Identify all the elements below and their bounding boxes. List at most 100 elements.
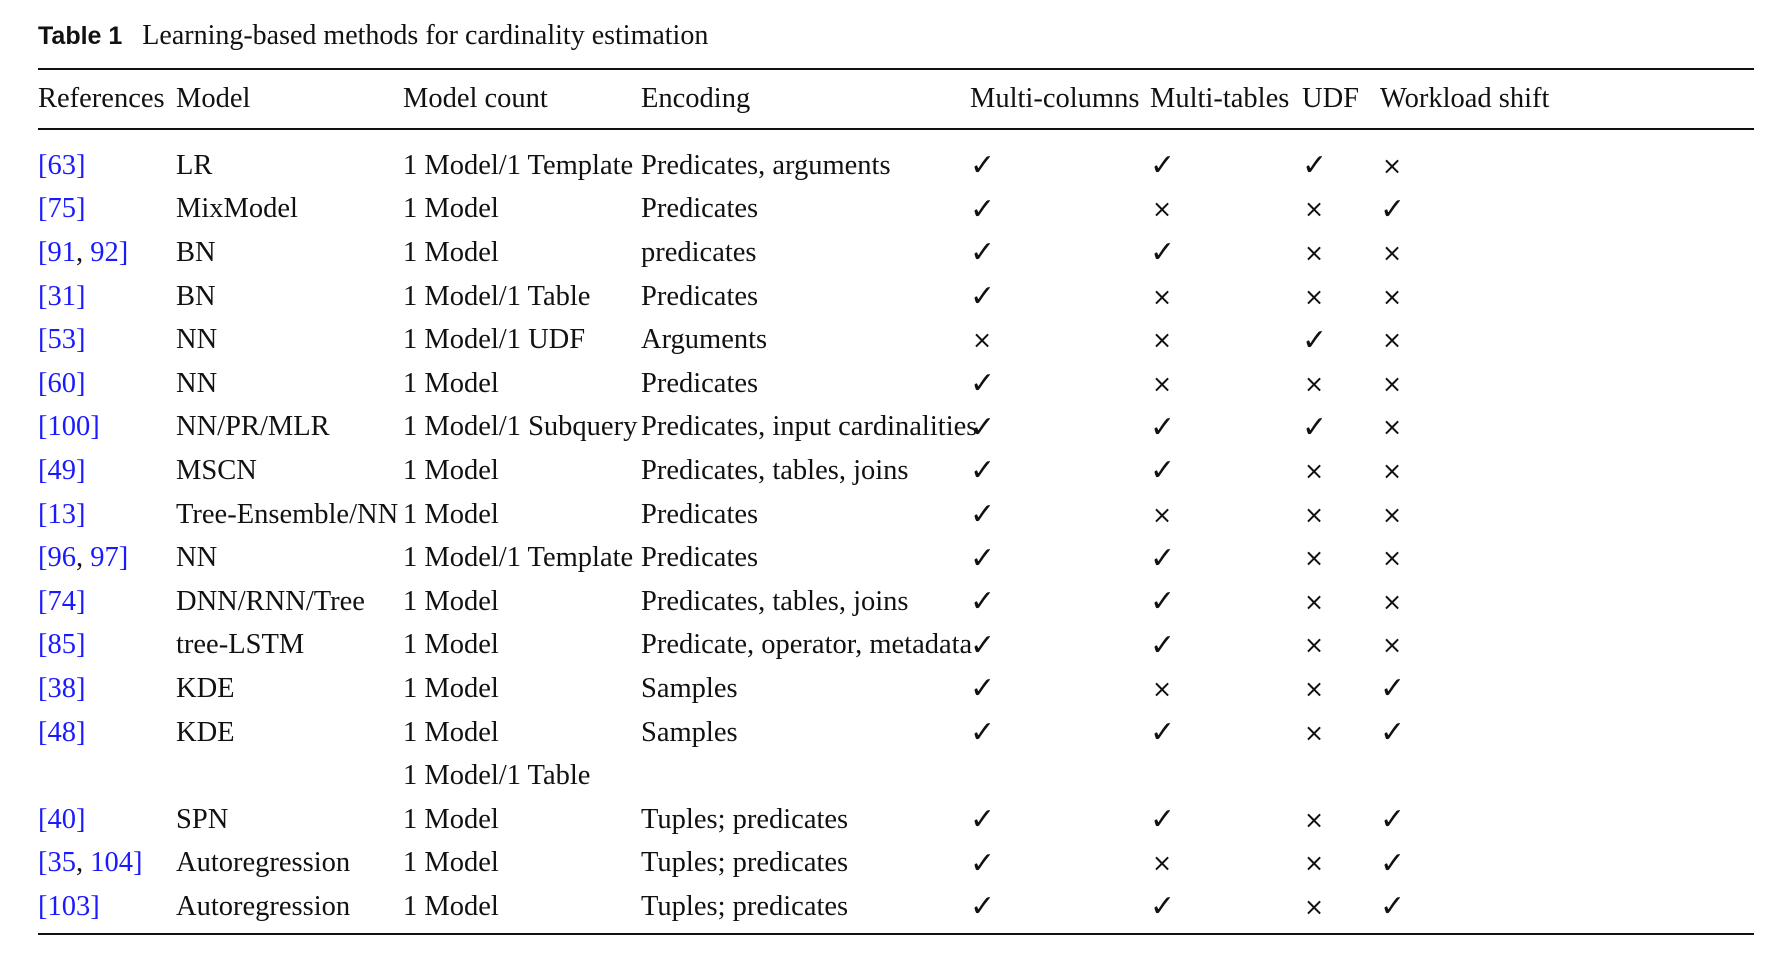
citation-link[interactable]: 97	[90, 542, 119, 574]
citation-bracket: [	[38, 890, 48, 922]
cell-udf: ×	[1302, 362, 1380, 406]
citation-link[interactable]: 104	[90, 847, 133, 879]
cross-icon: ×	[1304, 849, 1325, 878]
citation-bracket: ]	[76, 585, 86, 617]
cell-references	[38, 754, 176, 798]
citation-link[interactable]: 48	[47, 716, 77, 748]
check-icon: ✓	[970, 584, 996, 620]
citation-link[interactable]: 100	[47, 411, 91, 443]
check-icon: ✓	[970, 279, 996, 315]
citation-link[interactable]: 31	[47, 280, 77, 312]
cross-icon: ×	[1152, 282, 1173, 311]
cell-multi-columns: ✓	[970, 842, 1150, 886]
table-title: Learning-based methods for cardinality e…	[142, 20, 709, 51]
cell-encoding: Predicates, tables, joins	[641, 454, 909, 486]
citation-bracket: [	[38, 672, 48, 704]
citation-link[interactable]: 91	[47, 236, 77, 268]
citation-bracket: ]	[76, 324, 86, 356]
cell-multi-columns: ✓	[970, 449, 1150, 493]
citation-link[interactable]: 75	[47, 193, 77, 225]
check-icon: ✓	[1302, 409, 1328, 445]
citation-link[interactable]: 60	[47, 367, 77, 399]
cell-multi-tables: ✓	[1150, 129, 1302, 188]
citation-link[interactable]: 74	[47, 585, 77, 617]
cell-model: KDE	[176, 716, 235, 748]
cell-workload-shift: ×	[1380, 580, 1754, 624]
table-row: [31] BN 1 Model/1 Table Predicates ✓ × × ×	[38, 275, 1754, 319]
cross-icon: ×	[1382, 369, 1403, 398]
check-icon: ✓	[1150, 453, 1176, 489]
cell-workload-shift: ×	[1380, 406, 1754, 450]
check-icon: ✓	[1150, 802, 1176, 838]
table-row: 1 Model/1 Table	[38, 754, 1754, 798]
check-icon: ✓	[970, 540, 996, 576]
citation-bracket: [	[38, 454, 48, 486]
table-row: [38] KDE 1 Model Samples ✓ × × ✓	[38, 667, 1754, 711]
cross-icon: ×	[1382, 587, 1403, 616]
check-icon: ✓	[1150, 540, 1176, 576]
citation-link[interactable]: 35	[47, 847, 77, 879]
check-icon: ✓	[1380, 671, 1406, 707]
check-icon: ✓	[1150, 235, 1176, 271]
cell-model-count: 1 Model/1 Template	[403, 542, 634, 574]
cell-udf: ×	[1302, 536, 1380, 580]
cell-references: [53]	[38, 318, 176, 362]
cell-model-count: 1 Model	[403, 885, 641, 935]
citation-link[interactable]: 92	[90, 236, 119, 268]
cell-encoding: Tuples; predicates	[641, 885, 970, 935]
cross-icon: ×	[1152, 500, 1173, 529]
cell-workload-shift: ×	[1380, 624, 1754, 668]
cell-model-count: 1 Model/1 Table	[403, 760, 591, 792]
cell-multi-tables: ×	[1150, 275, 1302, 319]
cross-icon: ×	[972, 326, 993, 355]
citation-bracket: [	[38, 367, 48, 399]
citation-link[interactable]: 13	[47, 498, 77, 530]
citation-link[interactable]: 96	[47, 542, 77, 574]
cell-workload-shift: ×	[1380, 318, 1754, 362]
cell-references: [74]	[38, 580, 176, 624]
cell-model-count: 1 Model	[403, 803, 499, 835]
cross-icon: ×	[1304, 282, 1325, 311]
citation-link[interactable]: 40	[47, 803, 77, 835]
cell-encoding: Tuples; predicates	[641, 847, 849, 879]
check-icon: ✓	[970, 148, 996, 184]
cell-references: [31]	[38, 275, 176, 319]
cross-icon: ×	[1152, 195, 1173, 224]
cell-references: [35, 104]	[38, 842, 176, 886]
cross-icon: ×	[1304, 500, 1325, 529]
cell-multi-columns	[970, 754, 1150, 798]
citation-link[interactable]: 38	[47, 672, 77, 704]
cell-encoding: Tuples; predicates	[641, 803, 849, 835]
cross-icon: ×	[1382, 238, 1403, 267]
table-row: [63] LR 1 Model/1 Template Predicates, argu…	[38, 129, 1754, 188]
citation-link[interactable]: 85	[47, 629, 77, 661]
cell-model: MixModel	[176, 193, 298, 225]
cell-workload-shift: ✓	[1380, 885, 1754, 935]
cell-references: [91, 92]	[38, 231, 176, 275]
citation-link[interactable]: 53	[47, 324, 77, 356]
cell-multi-columns: ✓	[970, 188, 1150, 232]
cell-workload-shift: ✓	[1380, 842, 1754, 886]
cross-icon: ×	[1382, 282, 1403, 311]
citation-link[interactable]: 103	[47, 890, 91, 922]
cell-references: [38]	[38, 667, 176, 711]
cell-multi-tables: ✓	[1150, 885, 1302, 935]
citation-bracket: ]	[118, 236, 129, 268]
cell-references: [40]	[38, 798, 176, 842]
cell-model-count: 1 Model	[403, 236, 499, 268]
cell-encoding: Samples	[641, 672, 738, 704]
check-icon: ✓	[970, 453, 996, 489]
cell-model: Tree-Ensemble/NN	[176, 498, 399, 530]
citation-link[interactable]: 63	[47, 149, 77, 181]
cell-multi-tables: ✓	[1150, 580, 1302, 624]
cross-icon: ×	[1382, 500, 1403, 529]
citation-bracket: [	[38, 716, 48, 748]
citation-link[interactable]: 49	[47, 454, 77, 486]
cell-workload-shift: ✓	[1380, 711, 1754, 755]
cell-model-count: 1 Model/1 Template	[403, 149, 634, 181]
cross-icon: ×	[1304, 544, 1325, 573]
cross-icon: ×	[1304, 892, 1325, 921]
cell-multi-columns: ✓	[970, 885, 1150, 935]
cell-workload-shift: ✓	[1380, 667, 1754, 711]
citation-bracket: ]	[90, 890, 100, 922]
